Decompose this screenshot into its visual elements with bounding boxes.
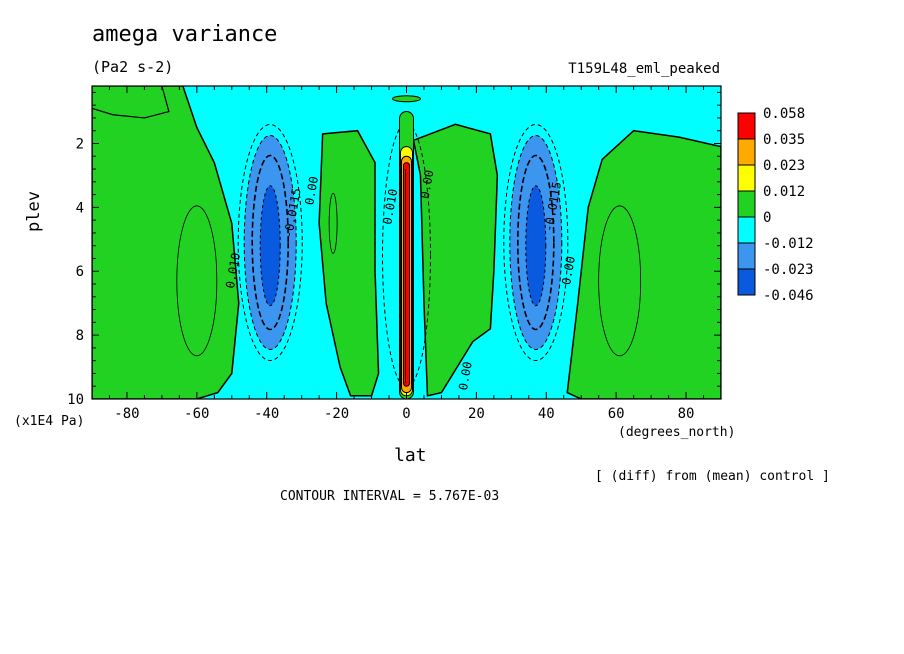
colorbar-label: 0.012 bbox=[763, 184, 805, 200]
contour-dashed-outer-north bbox=[503, 124, 569, 361]
region-top-blob bbox=[392, 95, 421, 103]
contour-dashed-bold-north bbox=[516, 154, 555, 331]
region-negative-core-north bbox=[525, 185, 547, 307]
colorbar-label: 0.058 bbox=[763, 106, 805, 122]
contour-label: 0.00 bbox=[456, 360, 475, 391]
run-name: T159L48_eml_peaked bbox=[568, 61, 720, 77]
region-north-mid bbox=[412, 123, 499, 397]
contour-label: 0.010 bbox=[223, 252, 243, 290]
y-axis-unit: (x1E4 Pa) bbox=[14, 414, 85, 429]
contour-inner-south bbox=[176, 205, 218, 357]
colorbar-label: -0.046 bbox=[763, 288, 814, 304]
colorbar-label: 0.023 bbox=[763, 158, 805, 174]
y-tick-label: 6 bbox=[76, 264, 84, 280]
colorbar-label: 0.035 bbox=[763, 132, 805, 148]
contour-label: 0.00 bbox=[418, 169, 437, 200]
x-tick-label: -60 bbox=[184, 406, 209, 422]
contour-dashed-bold-south bbox=[251, 154, 290, 331]
x-tick-label: 20 bbox=[468, 406, 485, 422]
colorbar-swatch bbox=[737, 138, 756, 166]
region-north-polar bbox=[566, 129, 721, 399]
y-tick-label: 10 bbox=[67, 392, 84, 408]
colorbar-label: -0.023 bbox=[763, 262, 814, 278]
colorbar-swatch bbox=[737, 164, 756, 192]
colorbar-label: 0 bbox=[763, 210, 771, 226]
colorbar-swatch bbox=[737, 112, 756, 140]
colorbar-label: -0.012 bbox=[763, 236, 814, 252]
region-upper-left bbox=[92, 86, 170, 119]
x-tick-label: 80 bbox=[678, 406, 695, 422]
colorbar-swatch bbox=[737, 268, 756, 296]
x-axis-unit: (degrees_north) bbox=[618, 425, 736, 440]
x-tick-label: 40 bbox=[538, 406, 555, 422]
colorbar-swatch bbox=[737, 216, 756, 244]
x-tick-label: -80 bbox=[114, 406, 139, 422]
y-tick-label: 4 bbox=[76, 200, 84, 216]
contour-dashed-outer-south bbox=[237, 124, 303, 361]
x-tick-label: -20 bbox=[324, 406, 349, 422]
contour-inner-north bbox=[598, 205, 642, 357]
contour-label: 0.010 bbox=[380, 188, 400, 226]
x-axis-label: lat bbox=[394, 445, 427, 466]
region-south-polar bbox=[92, 86, 240, 399]
colorbar-swatch bbox=[737, 242, 756, 270]
diff-note: [ (diff) from (mean) control ] bbox=[595, 469, 830, 484]
y-tick-label: 2 bbox=[76, 136, 84, 152]
contour-interval: CONTOUR INTERVAL = 5.767E-03 bbox=[280, 489, 500, 504]
contour-label: 0.00 bbox=[302, 175, 321, 206]
contour-dashed-central bbox=[382, 122, 431, 388]
x-tick-label: -40 bbox=[254, 406, 279, 422]
y-tick-label: 8 bbox=[76, 328, 84, 344]
contour-label: 0.00 bbox=[559, 255, 578, 286]
contour-inner-mid bbox=[328, 192, 338, 254]
units-label: (Pa2 s-2) bbox=[92, 58, 174, 76]
chart-title: amega variance bbox=[92, 22, 278, 47]
column-level-pos3 bbox=[403, 162, 410, 387]
colorbar-swatch bbox=[737, 190, 756, 218]
x-tick-label: 0 bbox=[402, 406, 410, 422]
region-negative-core-south bbox=[259, 185, 281, 307]
x-tick-label: 60 bbox=[608, 406, 625, 422]
